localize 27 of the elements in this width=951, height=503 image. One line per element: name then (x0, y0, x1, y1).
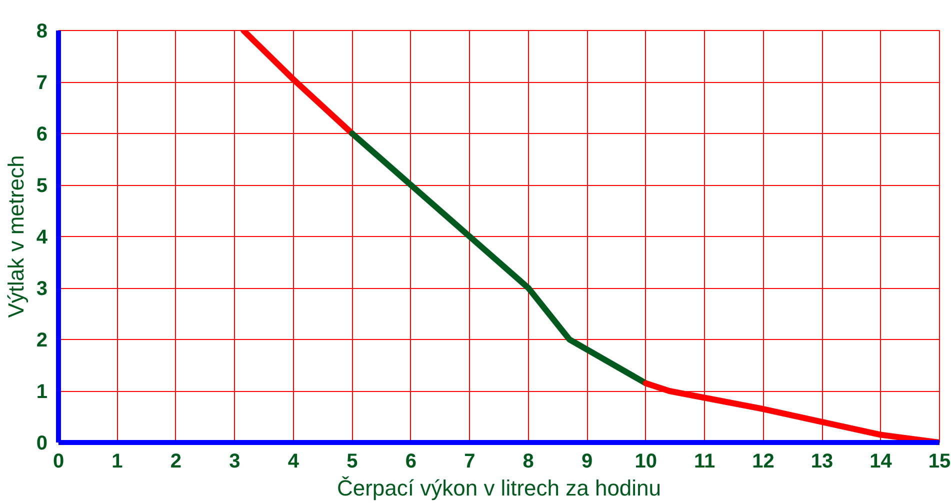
x-tick-label: 1 (112, 450, 123, 472)
y-tick-label: 1 (36, 381, 48, 403)
x-tick-label: 13 (810, 450, 834, 472)
x-tick-label: 14 (870, 450, 893, 472)
y-tick-label: 7 (36, 72, 48, 94)
y-tick-label: 3 (36, 278, 48, 300)
x-tick-label: 2 (170, 450, 182, 472)
y-axis-title: Výtlak v metrech (3, 155, 28, 318)
x-tick-label: 11 (694, 450, 716, 472)
y-tick-label: 8 (36, 20, 48, 42)
x-tick-label: 5 (346, 450, 358, 472)
x-tick-label: 12 (752, 450, 774, 472)
y-tick-label: 4 (36, 226, 48, 248)
x-tick-label: 7 (464, 450, 476, 472)
x-axis-title: Čerpací výkon v litrech za hodinu (336, 476, 662, 500)
x-tick-label: 8 (522, 450, 534, 472)
x-tick-label: 0 (52, 450, 64, 472)
y-tick-label: 5 (36, 175, 48, 197)
x-tick-label: 9 (582, 450, 593, 472)
x-tick-label: 15 (928, 450, 951, 472)
y-tick-label: 0 (36, 432, 48, 454)
x-tick-label: 6 (405, 450, 416, 472)
x-tick-label: 3 (229, 450, 240, 472)
y-tick-label: 2 (36, 330, 48, 352)
y-tick-label: 6 (36, 124, 48, 146)
x-tick-label: 4 (288, 450, 300, 472)
x-tick-label: 10 (634, 450, 657, 472)
